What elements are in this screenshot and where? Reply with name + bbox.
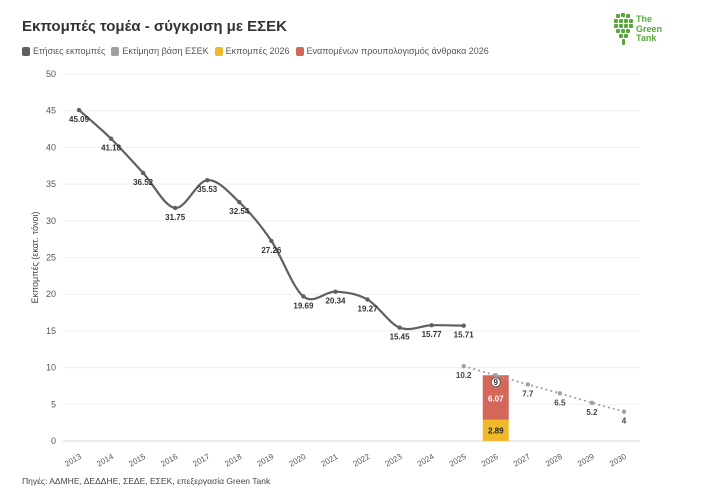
x-tick-label: 2017 <box>191 452 211 469</box>
y-axis-label: Εκπομπές (εκατ. τόνοι) <box>30 211 40 303</box>
annual-value-label: 45.09 <box>69 115 90 124</box>
esek-point <box>493 373 498 378</box>
x-tick-label: 2022 <box>352 452 372 469</box>
annual-value-label: 31.75 <box>165 213 186 222</box>
legend-item-esek[interactable]: Εκτίμηση βάση ΕΣΕΚ <box>111 46 209 56</box>
bar-total-label: 9 <box>494 378 499 387</box>
y-tick-label: 50 <box>46 69 56 79</box>
esek-point <box>461 363 466 369</box>
legend-item-budget[interactable]: Εναπομένων προυπολογισμός άνθρακα 2026 <box>295 46 489 56</box>
legend-label-annual: Ετήσιες εκπομπές <box>33 46 106 56</box>
x-tick-label: 2029 <box>576 452 596 469</box>
bar-emissions-2026 <box>482 419 509 441</box>
x-tick-label: 2026 <box>480 452 500 469</box>
legend-label-esek: Εκτίμηση βάση ΕΣΕΚ <box>122 46 209 56</box>
annual-point <box>172 205 178 211</box>
annual-value-label: 19.69 <box>293 301 314 310</box>
x-tick-label: 2019 <box>255 452 275 469</box>
esek-point <box>557 391 563 396</box>
legend: Ετήσιες εκπομπές Εκτίμηση βάση ΕΣΕΚ Εκπο… <box>22 46 495 56</box>
esek-value-label: 4 <box>622 417 627 426</box>
y-tick-label: 25 <box>46 253 56 263</box>
annual-point <box>301 294 306 299</box>
y-tick-label: 15 <box>46 326 56 336</box>
annual-point <box>237 199 242 205</box>
annual-value-label: 41.18 <box>101 144 122 153</box>
y-tick-label: 10 <box>46 363 56 373</box>
legend-item-2026[interactable]: Εκπομπές 2026 <box>214 46 290 56</box>
x-tick-label: 2027 <box>512 452 532 469</box>
esek-value-label: 6.5 <box>554 398 566 407</box>
x-tick-label: 2024 <box>416 452 436 469</box>
annual-point <box>365 297 370 302</box>
annual-value-label: 19.27 <box>358 305 379 314</box>
x-tick-label: 2021 <box>320 452 340 469</box>
bar-label-remaining-budget-2026: 6.07 <box>488 395 504 404</box>
annual-value-label: 32.54 <box>229 207 250 216</box>
annual-point <box>333 289 338 294</box>
esek-point <box>525 382 531 387</box>
x-tick-label: 2018 <box>223 452 243 469</box>
annual-point <box>76 107 82 113</box>
logo-line-2: Green <box>636 23 663 34</box>
esek-value-label: 5.2 <box>586 408 598 417</box>
y-tick-label: 30 <box>46 216 56 226</box>
legend-swatch-esek <box>111 46 120 56</box>
annual-point <box>269 238 274 244</box>
y-tick-label: 20 <box>46 289 56 299</box>
annual-value-label: 15.45 <box>390 333 411 342</box>
esek-value-label: 7.7 <box>522 389 534 398</box>
leaf-grid-icon <box>614 13 633 45</box>
annual-value-label: 15.77 <box>422 330 443 339</box>
x-tick-label: 2023 <box>384 452 404 469</box>
annual-value-label: 15.71 <box>454 331 475 340</box>
logo-text: The Green Tank <box>636 14 663 44</box>
y-tick-label: 40 <box>46 142 56 152</box>
y-tick-label: 45 <box>46 106 56 116</box>
y-tick-label: 5 <box>51 399 56 409</box>
x-tick-label: 2014 <box>95 452 115 469</box>
annual-point <box>140 170 146 176</box>
logo-line-1: The <box>636 14 653 24</box>
x-tick-label: 2030 <box>608 452 628 469</box>
logo-line-3: Tank <box>636 33 657 43</box>
annual-value-label: 20.34 <box>325 297 346 306</box>
annual-point <box>461 323 466 328</box>
legend-label-budget: Εναπομένων προυπολογισμός άνθρακα 2026 <box>306 46 489 56</box>
x-tick-label: 2016 <box>159 452 179 469</box>
y-tick-label: 0 <box>51 436 56 446</box>
legend-item-annual[interactable]: Ετήσιες εκπομπές <box>22 46 105 56</box>
annual-emissions-line <box>78 109 464 331</box>
x-tick-label: 2028 <box>544 452 564 469</box>
x-tick-label: 2013 <box>63 452 83 469</box>
annual-point <box>429 323 434 328</box>
x-tick-label: 2025 <box>448 452 468 469</box>
bar-label-emissions-2026: 2.89 <box>488 426 504 435</box>
green-tank-logo: The Green Tank <box>612 12 682 52</box>
annual-value-label: 36.52 <box>133 178 154 187</box>
source-note: Πηγές: ΑΔΜΗΕ, ΔΕΔΔΗΕ, ΣΕΔΕ, ΕΣΕΚ, επεξερ… <box>22 476 271 486</box>
esek-value-label: 10.2 <box>456 371 472 380</box>
esek-point <box>621 409 627 414</box>
legend-swatch-annual <box>22 46 30 56</box>
legend-label-2026: Εκπομπές 2026 <box>225 46 290 56</box>
x-tick-label: 2020 <box>288 452 308 469</box>
annual-value-label: 35.53 <box>197 185 218 194</box>
annual-point <box>397 325 402 330</box>
esek-point <box>589 400 595 406</box>
x-tick-label: 2015 <box>127 452 147 469</box>
chart-title: Εκπομπές τομέα - σύγκριση με ΕΣΕΚ <box>22 18 287 35</box>
bar-total-marker <box>490 377 501 388</box>
legend-swatch-2026 <box>214 46 223 56</box>
y-tick-label: 35 <box>46 179 56 189</box>
annual-point <box>108 136 114 141</box>
annual-value-label: 27.26 <box>261 246 282 255</box>
annual-point <box>205 178 210 183</box>
legend-swatch-budget <box>295 46 304 56</box>
